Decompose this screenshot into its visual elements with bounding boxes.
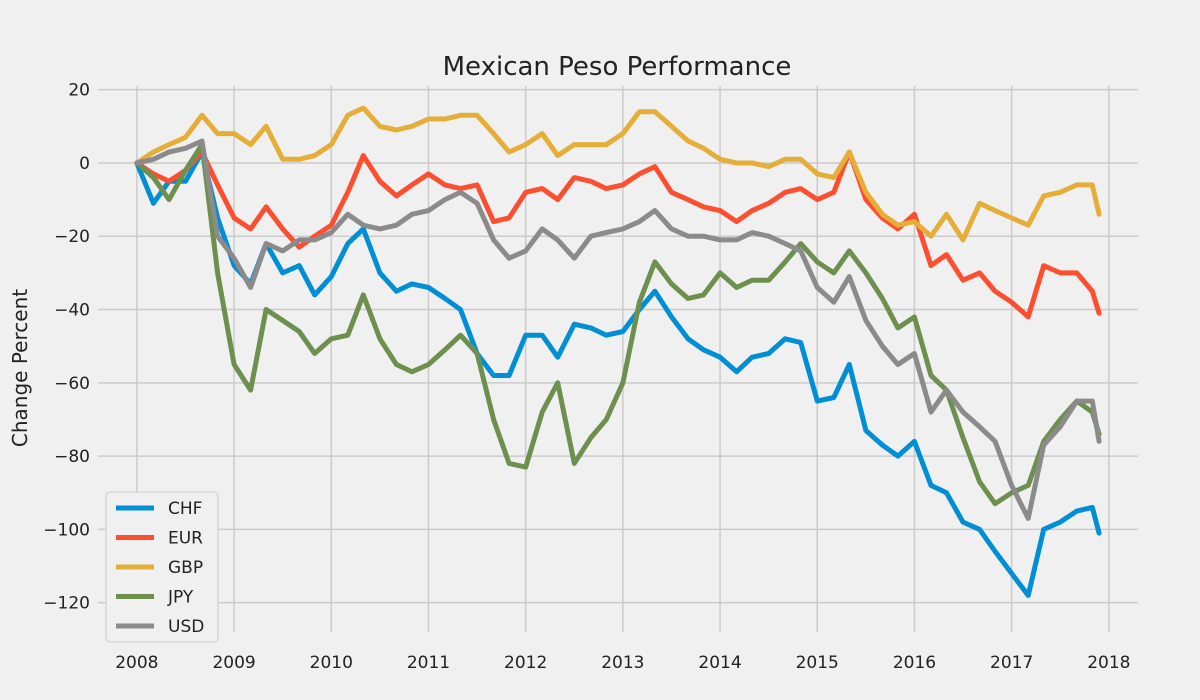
y-tick-label: −60 [54,374,90,394]
legend-label-gbp: GBP [168,558,203,578]
legend: CHF EUR GBP JPY USD [105,491,219,643]
x-tick-label: 2008 [115,653,158,673]
x-tick-label: 2013 [601,653,644,673]
series-line-chf [134,149,1102,598]
series-line-eur [134,149,1102,320]
x-tick-label: 2018 [1087,653,1130,673]
tick-labels: 20 0 −20 −40 −60 −80 −100 −120 2008 2009 2010 2011 2… [43,81,1130,673]
x-tick-label: 2017 [990,653,1033,673]
legend-box [105,491,219,643]
x-tick-label: 2009 [212,653,255,673]
y-tick-label: −100 [43,520,90,540]
x-tick-label: 2015 [796,653,839,673]
x-tick-label: 2011 [407,653,450,673]
legend-label-chf: CHF [168,499,202,519]
y-tick-label: −80 [54,447,90,467]
series-line-gbp [134,105,1102,243]
y-tick-label: 0 [79,154,90,174]
legend-label-usd: USD [168,617,204,637]
y-tick-label: −40 [54,301,90,321]
legend-label-jpy: JPY [167,588,194,608]
x-tick-label: 2010 [310,653,353,673]
chart-title: Mexican Peso Performance [443,52,792,82]
x-tick-label: 2014 [698,653,741,673]
series-line-usd [134,138,1102,521]
y-axis-title: Change Percent [8,289,32,447]
x-tick-label: 2012 [504,653,547,673]
y-tick-label: −120 [43,594,90,614]
legend-label-eur: EUR [168,529,203,549]
series-lines [134,105,1102,598]
x-tick-label: 2016 [893,653,936,673]
y-tick-label: 20 [68,81,90,101]
y-tick-label: −20 [54,227,90,247]
